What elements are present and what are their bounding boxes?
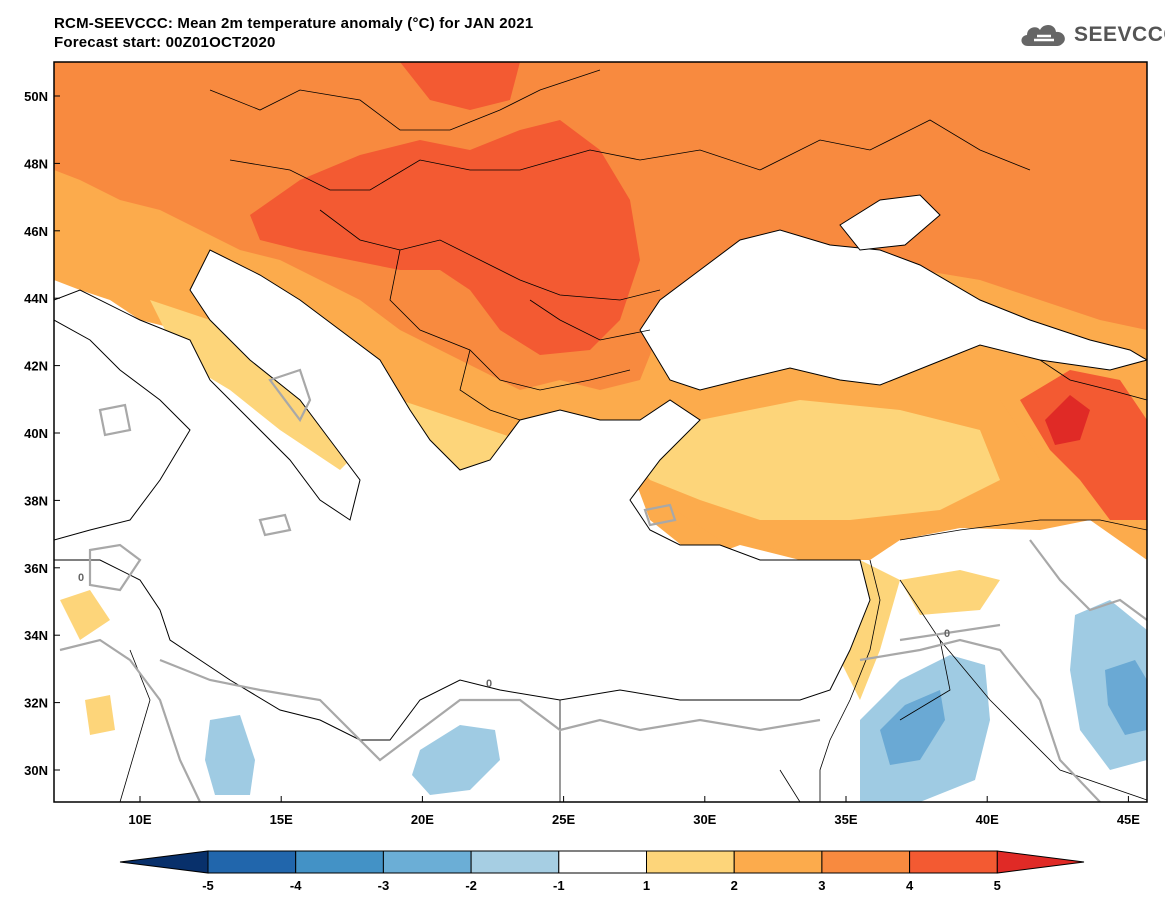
lon-tick-label: 15E [270,812,293,827]
seevccc-logo: SEEVCCC [1018,20,1165,50]
colorbar-label: -2 [465,878,477,893]
lat-tick-label: 42N [24,359,48,374]
lat-tick-label: 36N [24,561,48,576]
lat-tick-label: 50N [24,89,48,104]
colorbar-label: 1 [643,878,650,893]
colorbar-segment [470,850,560,874]
anom-1-2-syria [900,570,1000,615]
anom-1-2-italy [150,300,370,470]
zero-contour-label: 0 [944,628,950,640]
anom-neg-2-3-iraq [1105,660,1147,735]
cloud-icon [1021,24,1065,46]
colorbar-label: 4 [906,878,914,893]
colorbar-segment [646,850,735,874]
anom-4-5-north [400,62,520,110]
lat-axis: 50N 48N 46N 44N 42N 40N 38N 36N 34N 32N 30N [24,89,60,778]
lon-tick-label: 35E [834,812,857,827]
lat-tick-label: 40N [24,426,48,441]
anom-neg-2-3-arabia [880,690,945,765]
colorbar-segment [733,850,823,874]
colorbar-label: -3 [378,878,390,893]
mediterranean-sea [54,249,871,741]
colorbar-label: -4 [290,878,302,893]
anom-neg-1-2-libya [205,715,255,795]
colorbar-arrow-high [996,850,1085,874]
colorbar-segment [295,850,384,874]
colorbar-segment [382,850,472,874]
black-sea [639,229,1147,391]
colorbar: -5 -4 -3 -2 -1 1 2 3 4 5 [119,850,1085,893]
lat-tick-label: 46N [24,224,48,239]
anom-neg-1-2-egypt [412,725,500,795]
lon-axis: 10E 15E 20E 25E 30E 35E 40E 45E [128,796,1140,827]
sea-of-azov [839,194,941,251]
lat-tick-label: 44N [24,291,48,306]
colorbar-arrow-low [119,850,209,874]
anom-4-5-caucasus [1020,370,1147,520]
lon-tick-label: 40E [976,812,999,827]
colorbar-label: 5 [994,878,1001,893]
map-title: RCM-SEEVCCC: Mean 2m temperature anomaly… [54,15,534,32]
anom-1-2-anatolia [620,400,1000,520]
colorbar-label: -5 [202,878,214,893]
anom-1-2-africa-w2 [85,695,115,735]
lon-tick-label: 10E [128,812,151,827]
zero-contour-label-2: 0 [486,678,492,690]
lat-tick-label: 48N [24,156,48,171]
lon-tick-label: 25E [552,812,575,827]
anom-gt5-caucasus [1045,395,1090,445]
colorbar-segment [821,850,911,874]
zero-contours [59,368,1147,802]
colorbar-label: 2 [731,878,738,893]
lat-tick-label: 30N [24,763,48,778]
anom-4-5-region [250,120,640,355]
colorbar-segment [207,850,297,874]
colorbar-label: 3 [818,878,825,893]
country-borders [119,69,1147,802]
anomaly-field [54,62,1147,802]
map-title-block: RCM-SEEVCCC: Mean 2m temperature anomaly… [54,14,533,52]
map-frame [53,61,1148,803]
lon-tick-label: 45E [1117,812,1140,827]
zero-contour-label-3: 0 [78,572,84,584]
colorbar-segment [558,850,647,874]
forecast-start: Forecast start: 00Z01OCT2020 [54,34,276,51]
colorbar-label: -1 [553,878,565,893]
lat-tick-label: 32N [24,696,48,711]
lat-tick-label: 34N [24,628,48,643]
anom-1-2-africa-w [60,590,110,640]
colorbar-segment [909,850,998,874]
lon-tick-label: 20E [411,812,434,827]
lat-tick-label: 38N [24,493,48,508]
logo-text: SEEVCCC [1074,23,1165,46]
lon-tick-label: 30E [693,812,716,827]
